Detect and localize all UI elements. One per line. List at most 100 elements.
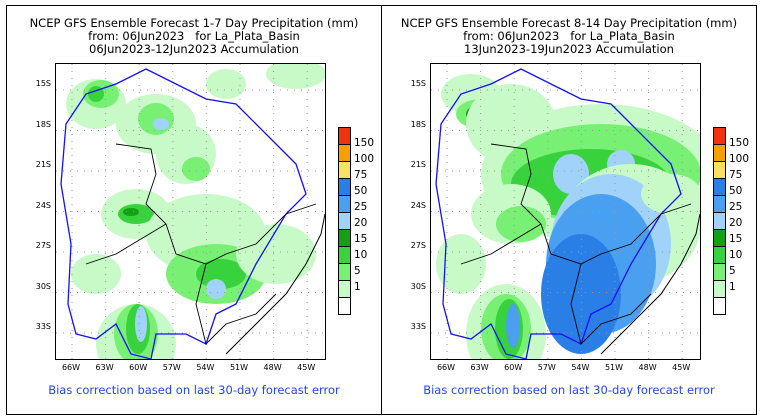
lon-tick-label: 48W — [638, 363, 657, 372]
legend-swatch — [713, 127, 726, 145]
lon-tick-label: 66W — [61, 363, 81, 372]
lon-tick-label: 45W — [672, 363, 691, 372]
lat-tick-label: 21S — [410, 160, 426, 169]
title-line-3: 13Jun2023-19Jun2023 Accumulation — [464, 42, 674, 56]
legend-swatch — [338, 230, 351, 247]
precipitation-map — [55, 63, 326, 360]
lon-tick-label: 60W — [129, 363, 148, 372]
country-border — [85, 143, 317, 345]
title-line-2: from: 06Jun2023 for La_Plata_Basin — [463, 29, 675, 43]
lat-tick-label: 30S — [35, 281, 51, 291]
map-panel-days-1-7: NCEP GFS Ensemble Forecast 1-7 Day Preci… — [6, 5, 382, 415]
precip-area — [71, 254, 121, 294]
lat-tick-label: 33S — [35, 322, 51, 331]
lat-tick-label: 33S — [410, 322, 426, 331]
lon-tick-label: 45W — [297, 363, 316, 372]
legend-label: 1 — [729, 281, 736, 293]
country-border — [460, 143, 692, 345]
legend-label: 1 — [354, 281, 361, 293]
lat-tick-label: 24S — [35, 200, 51, 210]
lon-tick-label: 54W — [571, 363, 590, 372]
lon-tick-label: 54W — [196, 363, 215, 372]
lat-tick-label: 27S — [35, 241, 51, 250]
lat-tick-label: 18S — [35, 119, 51, 129]
color-legend: 150 100 75 50 25 20 15 10 5 1 — [338, 127, 374, 315]
lat-tick-label: 15S — [410, 79, 426, 88]
precip-area — [135, 306, 147, 342]
legend-swatch — [713, 298, 726, 315]
legend-swatch — [713, 264, 726, 281]
legend-label: 50 — [354, 185, 368, 197]
lat-tick-label: 21S — [35, 160, 51, 169]
precip-area — [506, 304, 520, 348]
legend-label: 50 — [729, 185, 743, 197]
legend-label: 100 — [354, 153, 375, 165]
coastline — [600, 213, 700, 355]
legend-swatch — [713, 145, 726, 162]
legend-label: 100 — [729, 153, 750, 165]
precip-area — [266, 64, 325, 89]
lon-tick-label: 57W — [162, 363, 181, 372]
legend-label: 25 — [729, 201, 743, 213]
precip-area — [236, 224, 316, 284]
legend-swatch — [713, 281, 726, 298]
precip-area — [541, 234, 621, 354]
lon-tick-label: 60W — [504, 363, 523, 372]
color-legend: 150 100 75 50 25 20 15 10 5 1 — [713, 127, 749, 315]
title-line-2: from: 06Jun2023 for La_Plata_Basin — [88, 29, 300, 43]
title-line-1: NCEP GFS Ensemble Forecast 1-7 Day Preci… — [29, 16, 359, 30]
precip-area — [182, 157, 210, 181]
legend-swatch — [338, 264, 351, 281]
precip-area — [206, 279, 226, 299]
legend-swatch — [338, 247, 351, 264]
legend-swatch — [338, 213, 351, 230]
legend-swatch — [338, 145, 351, 162]
precip-area — [641, 174, 700, 214]
legend-swatch — [338, 127, 351, 145]
lat-tick-label: 18S — [410, 119, 426, 129]
precip-area — [206, 69, 246, 99]
lon-tick-label: 48W — [263, 363, 282, 372]
title-line-3: 06Jun2023-12Jun2023 Accumulation — [89, 42, 299, 56]
legend-swatch — [338, 196, 351, 213]
legend-swatch — [338, 281, 351, 298]
precip-area — [196, 259, 246, 289]
legend-swatch — [338, 298, 351, 315]
legend-swatch — [713, 213, 726, 230]
lon-tick-label: 51W — [229, 363, 249, 372]
legend-label: 150 — [354, 137, 375, 149]
lon-tick-label: 57W — [537, 363, 556, 372]
legend-swatch — [713, 196, 726, 213]
legend-label: 5 — [354, 265, 361, 277]
legend-label: 75 — [354, 169, 368, 181]
legend-swatch — [713, 247, 726, 264]
bias-correction-note: Bias correction based on last 30-day for… — [423, 383, 715, 397]
legend-swatch — [338, 179, 351, 196]
legend-swatch — [713, 179, 726, 196]
legend-swatch — [713, 230, 726, 247]
basin-outline — [60, 68, 307, 359]
legend-label: 10 — [729, 249, 743, 261]
legend-label: 25 — [354, 201, 368, 213]
lon-tick-label: 51W — [604, 363, 624, 372]
precipitation-map — [430, 63, 701, 360]
lon-tick-label: 63W — [470, 363, 489, 372]
legend-label: 10 — [354, 249, 368, 261]
bias-correction-note: Bias correction based on last 30-day for… — [48, 383, 340, 397]
legend-label: 20 — [729, 217, 743, 229]
map-panel-days-8-14: NCEP GFS Ensemble Forecast 8-14 Day Prec… — [381, 5, 757, 415]
lat-tick-label: 24S — [410, 200, 426, 210]
precip-area — [153, 118, 169, 130]
title-line-1: NCEP GFS Ensemble Forecast 8-14 Day Prec… — [400, 16, 738, 30]
lon-tick-label: 66W — [436, 363, 456, 372]
legend-swatch — [713, 162, 726, 179]
legend-label: 20 — [354, 217, 368, 229]
legend-label: 5 — [729, 265, 736, 277]
map-title: NCEP GFS Ensemble Forecast 1-7 Day Preci… — [7, 17, 381, 56]
precip-area — [123, 208, 139, 216]
legend-swatch — [338, 162, 351, 179]
basin-outline — [435, 68, 682, 359]
lon-tick-label: 63W — [95, 363, 114, 372]
lat-tick-label: 30S — [410, 281, 426, 291]
map-title: NCEP GFS Ensemble Forecast 8-14 Day Prec… — [382, 17, 756, 56]
